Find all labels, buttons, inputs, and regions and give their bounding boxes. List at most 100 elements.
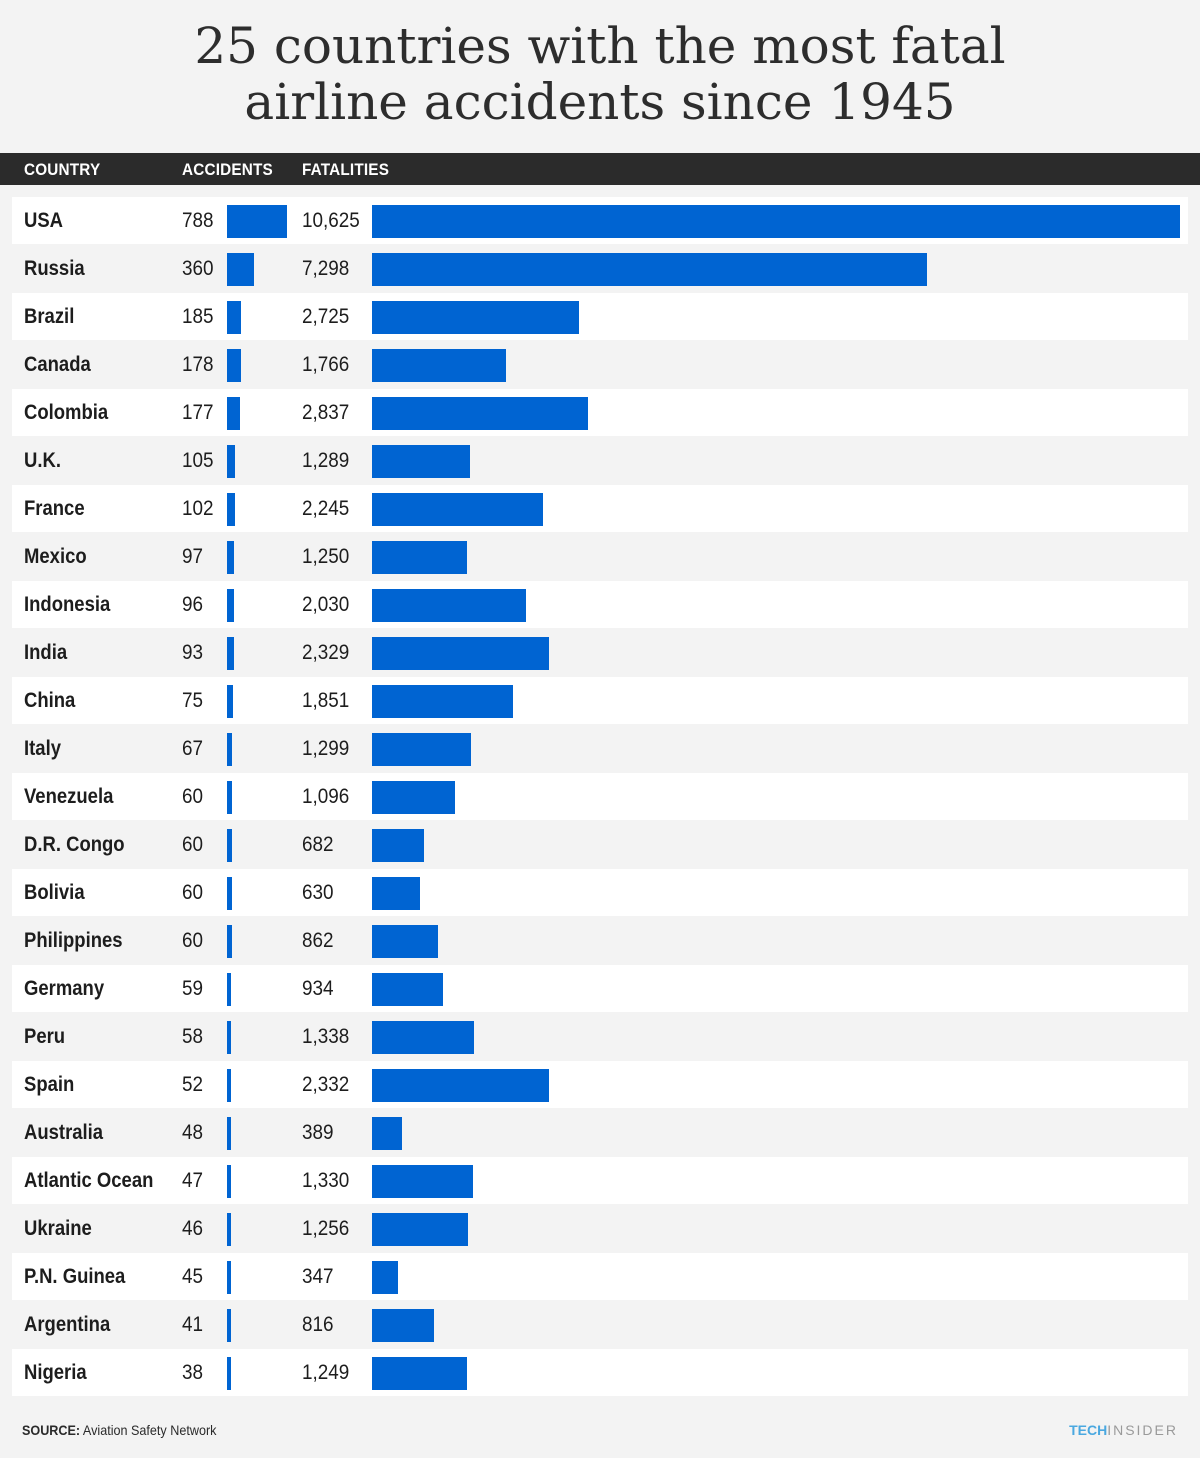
- chart-title: 25 countries with the most fatal airline…: [0, 18, 1200, 130]
- fatalities-bar: [372, 253, 927, 286]
- fatalities-value: 630: [302, 881, 334, 904]
- fatalities-bar: [372, 1069, 550, 1102]
- fatalities-bar: [372, 637, 550, 670]
- country-label: France: [24, 497, 85, 520]
- fatalities-bar: [372, 301, 580, 334]
- accidents-bar: [227, 973, 232, 1006]
- accidents-value: 93: [182, 641, 204, 664]
- header-country: COUNTRY: [24, 160, 101, 179]
- table-row: Germany 59 934: [12, 965, 1188, 1012]
- accidents-value: 41: [182, 1313, 204, 1336]
- accidents-value: 75: [182, 689, 204, 712]
- table-row: Nigeria 38 1,249: [12, 1349, 1188, 1396]
- country-label: Argentina: [24, 1313, 111, 1336]
- table-row: Indonesia 96 2,030: [12, 581, 1188, 628]
- fatalities-value: 2,329: [302, 641, 350, 664]
- accidents-value: 46: [182, 1217, 204, 1240]
- table-row: Spain 52 2,332: [12, 1061, 1188, 1108]
- table-row: France 102 2,245: [12, 485, 1188, 532]
- table-row: Ukraine 46 1,256: [12, 1205, 1188, 1252]
- fatalities-bar: [372, 685, 513, 718]
- source-note: SOURCE: Aviation Safety Network: [22, 1422, 216, 1438]
- accidents-value: 97: [182, 545, 204, 568]
- accidents-value: 48: [182, 1121, 204, 1144]
- table-row: Peru 58 1,338: [12, 1013, 1188, 1060]
- fatalities-value: 934: [302, 977, 334, 1000]
- table-row: Colombia 177 2,837: [12, 389, 1188, 436]
- brand-tech: TECH: [1069, 1422, 1108, 1438]
- fatalities-bar: [372, 493, 543, 526]
- header-accidents: ACCIDENTS: [182, 160, 273, 179]
- fatalities-value: 2,837: [302, 401, 350, 424]
- country-label: Mexico: [24, 545, 87, 568]
- country-label: P.N. Guinea: [24, 1265, 126, 1288]
- accidents-bar: [227, 349, 241, 382]
- accidents-value: 38: [182, 1361, 204, 1384]
- accidents-bar: [227, 1309, 231, 1342]
- accidents-value: 47: [182, 1169, 204, 1192]
- fatalities-bar: [372, 1213, 468, 1246]
- accidents-value: 177: [182, 401, 214, 424]
- country-label: Atlantic Ocean: [24, 1169, 154, 1192]
- accidents-bar: [227, 1165, 231, 1198]
- source-text: Aviation Safety Network: [80, 1422, 217, 1438]
- fatalities-bar: [372, 445, 471, 478]
- accidents-bar: [227, 1213, 231, 1246]
- fatalities-bar: [372, 1165, 474, 1198]
- fatalities-bar: [372, 541, 468, 574]
- accidents-bar: [227, 205, 287, 238]
- fatalities-value: 1,851: [302, 689, 350, 712]
- fatalities-value: 347: [302, 1265, 334, 1288]
- country-label: D.R. Congo: [24, 833, 125, 856]
- country-label: U.K.: [24, 449, 61, 472]
- table-header: COUNTRY ACCIDENTS FATALITIES: [0, 153, 1200, 185]
- title-line-1: 25 countries with the most fatal: [194, 17, 1006, 75]
- fatalities-value: 2,245: [302, 497, 350, 520]
- accidents-value: 105: [182, 449, 214, 472]
- fatalities-value: 10,625: [302, 209, 360, 232]
- accidents-bar: [227, 253, 255, 286]
- accidents-bar: [227, 1261, 231, 1294]
- accidents-bar: [227, 445, 235, 478]
- accidents-bar: [227, 493, 235, 526]
- fatalities-value: 7,298: [302, 257, 350, 280]
- country-label: Ukraine: [24, 1217, 92, 1240]
- fatalities-value: 1,299: [302, 737, 350, 760]
- table-row: China 75 1,851: [12, 677, 1188, 724]
- fatalities-bar: [372, 781, 456, 814]
- country-label: Spain: [24, 1073, 75, 1096]
- source-label: SOURCE:: [22, 1422, 81, 1438]
- fatalities-value: 1,096: [302, 785, 350, 808]
- accidents-bar: [227, 541, 235, 574]
- country-label: Italy: [24, 737, 61, 760]
- fatalities-value: 2,030: [302, 593, 350, 616]
- fatalities-bar: [372, 1309, 435, 1342]
- accidents-value: 58: [182, 1025, 204, 1048]
- country-label: Germany: [24, 977, 105, 1000]
- accidents-bar: [227, 1357, 231, 1390]
- table-row: Bolivia 60 630: [12, 869, 1188, 916]
- fatalities-value: 1,249: [302, 1361, 350, 1384]
- fatalities-bar: [372, 877, 420, 910]
- table-row: Mexico 97 1,250: [12, 533, 1188, 580]
- country-label: Canada: [24, 353, 91, 376]
- country-label: Philippines: [24, 929, 123, 952]
- country-label: Bolivia: [24, 881, 85, 904]
- accidents-value: 52: [182, 1073, 204, 1096]
- fatalities-value: 1,766: [302, 353, 350, 376]
- accidents-value: 360: [182, 257, 214, 280]
- fatalities-value: 862: [302, 929, 334, 952]
- title-line-2: airline accidents since 1945: [244, 73, 956, 131]
- table-row: D.R. Congo 60 682: [12, 821, 1188, 868]
- accidents-value: 178: [182, 353, 214, 376]
- fatalities-value: 1,250: [302, 545, 350, 568]
- table-row: Italy 67 1,299: [12, 725, 1188, 772]
- fatalities-bar: [372, 1261, 399, 1294]
- fatalities-bar: [372, 973, 444, 1006]
- accidents-value: 60: [182, 929, 204, 952]
- table-row: Argentina 41 816: [12, 1301, 1188, 1348]
- country-label: USA: [24, 209, 64, 232]
- brand-logo: TECHINSIDER: [1069, 1422, 1178, 1438]
- accidents-value: 96: [182, 593, 204, 616]
- fatalities-value: 1,289: [302, 449, 350, 472]
